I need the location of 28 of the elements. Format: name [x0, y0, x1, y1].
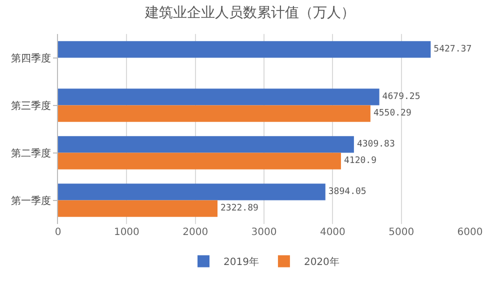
data-label: 2322.89 — [220, 204, 258, 214]
legend-label: 2020年 — [304, 256, 340, 268]
data-label: 4309.83 — [356, 139, 395, 150]
y-tick-label: 第四季度 — [11, 52, 51, 64]
legend-label: 2019年 — [224, 256, 259, 268]
bar — [58, 152, 341, 170]
data-label: 4120.9 — [344, 156, 376, 166]
data-label: 4679.25 — [382, 92, 420, 102]
x-tick-label: 2000 — [182, 227, 208, 238]
data-label: 4550.29 — [373, 108, 412, 119]
x-tick-label: 4000 — [320, 227, 346, 238]
x-tick-label: 5000 — [388, 227, 414, 238]
y-tick-label: 第一季度 — [11, 194, 51, 207]
bar — [58, 136, 354, 153]
bar — [58, 88, 380, 106]
bar — [58, 105, 370, 122]
x-tick-label: 1000 — [114, 227, 140, 238]
y-tick-label: 第三季度 — [11, 100, 51, 112]
bar — [58, 200, 218, 217]
bar — [58, 41, 431, 58]
chart-title: 建筑业企业人员数累计值（万人） — [144, 5, 355, 21]
x-tick-label: 3000 — [251, 227, 277, 238]
y-tick-label: 第二季度 — [11, 147, 51, 160]
x-tick-label: 0 — [54, 227, 62, 238]
x-tick-label: 6000 — [457, 227, 483, 238]
data-label: 3894.05 — [328, 186, 366, 197]
bar — [58, 184, 326, 200]
data-label: 5427.37 — [434, 44, 472, 54]
